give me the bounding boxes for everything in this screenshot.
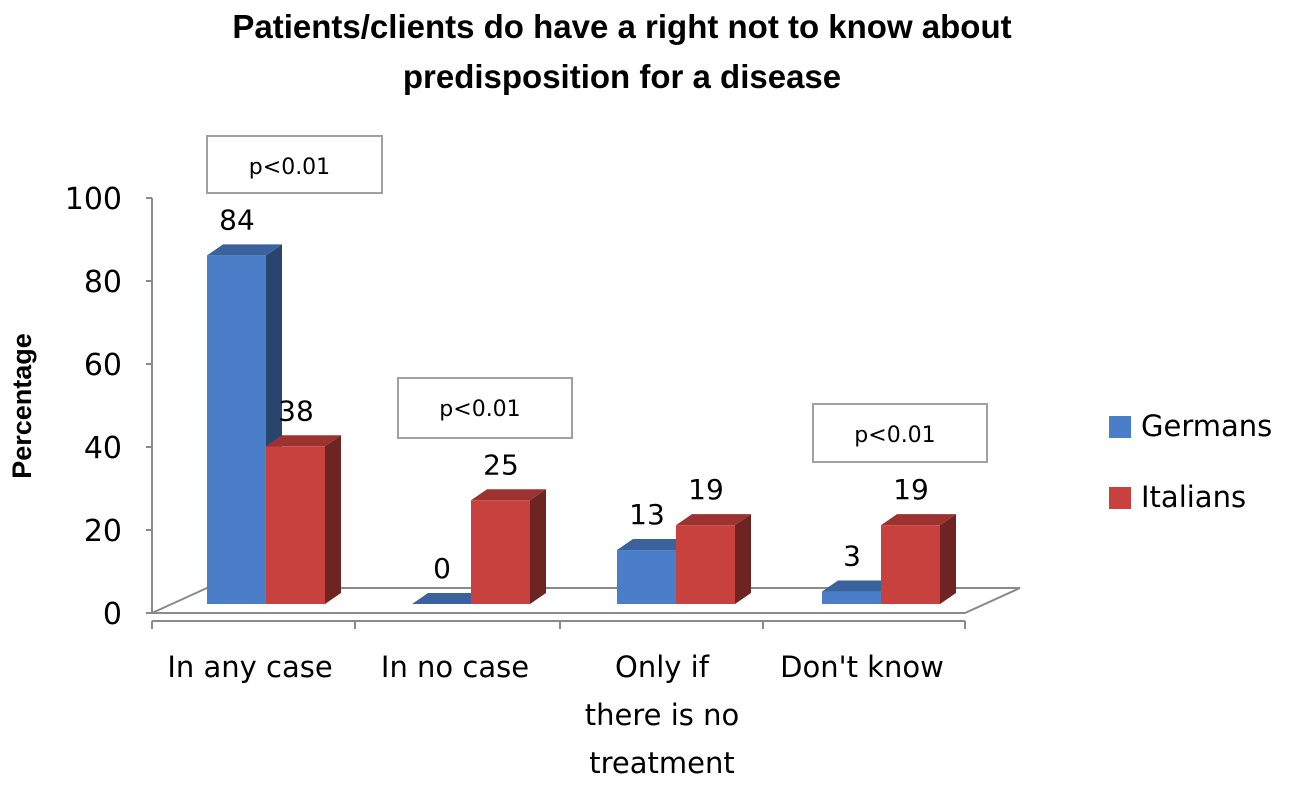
legend-swatch-italians: [1109, 487, 1131, 509]
legend: Germans Italians: [1109, 409, 1272, 514]
data-label: 84: [219, 203, 255, 236]
y-tick-label: 0: [103, 597, 122, 632]
bar-side: [530, 489, 546, 604]
p-value-frame: [812, 403, 988, 463]
bar-top: [471, 489, 546, 501]
bar-germans-1: [412, 593, 487, 604]
bar-top: [676, 514, 751, 526]
y-tick-label: 60: [84, 348, 122, 383]
bar-italians-0: [266, 435, 341, 604]
chart-floor: [151, 587, 1021, 614]
data-label: 38: [278, 394, 314, 427]
bar-top: [207, 244, 282, 256]
bar-top: [266, 435, 341, 447]
bar-top: [822, 580, 897, 592]
category-label: there is no: [585, 698, 739, 732]
category-label: Only if: [615, 650, 710, 684]
p-value-box: p<0.01: [206, 135, 383, 194]
p-value-frame: [206, 135, 383, 194]
chart-title-line-1: Patients/clients do have a right not to …: [232, 8, 1011, 45]
p-value-text: p<0.01: [439, 397, 520, 422]
chart-title-line-2: predisposition for a disease: [403, 58, 841, 95]
category-label: In no case: [381, 650, 529, 684]
data-label: 19: [893, 473, 929, 506]
data-label: 25: [483, 448, 519, 481]
bar-front: [822, 591, 881, 604]
category-label: Don't know: [780, 650, 944, 684]
y-tick-label: 20: [84, 514, 122, 549]
bar-top: [412, 593, 487, 604]
annotations: p<0.01 p<0.01 p<0.01: [206, 135, 988, 463]
category-labels: In any case In no case Only if there is no t…: [167, 650, 944, 780]
data-label: 0: [433, 552, 451, 585]
bar-front: [676, 525, 735, 604]
y-tick-label: 40: [84, 431, 122, 466]
bar-top: [617, 539, 692, 551]
p-value-text: p<0.01: [854, 423, 935, 448]
p-value-text: p<0.01: [249, 155, 330, 180]
y-tick-label: 80: [84, 265, 122, 300]
bar-italians-1: [471, 489, 546, 604]
category-label: treatment: [589, 746, 734, 780]
legend-label-germans: Germans: [1141, 409, 1272, 443]
floor-plane: [151, 587, 1021, 614]
legend-swatch-germans: [1109, 416, 1131, 438]
legend-label-italians: Italians: [1141, 480, 1246, 514]
data-labels: 84 38 0 25 13 19 3 19: [219, 203, 929, 585]
p-value-box: p<0.01: [812, 403, 988, 463]
category-label: In any case: [167, 650, 332, 684]
data-label: 19: [688, 473, 724, 506]
p-value-box: p<0.01: [397, 377, 573, 439]
bar-front: [617, 550, 676, 604]
data-label: 3: [843, 540, 861, 573]
bar-italians-2: [676, 514, 751, 604]
bar-side: [325, 435, 341, 604]
bar-front: [471, 500, 530, 604]
y-axis: 0 20 40 60 80 100: [65, 182, 966, 632]
bar-front: [266, 446, 325, 604]
bar-side: [940, 514, 956, 604]
y-tick-label: 100: [65, 182, 122, 217]
bar-top: [881, 514, 956, 526]
data-label: 13: [629, 498, 665, 531]
bar-front: [207, 255, 266, 604]
y-axis-label: Percentage: [7, 333, 37, 479]
bars: [207, 244, 956, 604]
bar-front: [881, 525, 940, 604]
bar-italians-3: [881, 514, 956, 604]
bar-side: [735, 514, 751, 604]
p-value-frame: [397, 377, 573, 439]
